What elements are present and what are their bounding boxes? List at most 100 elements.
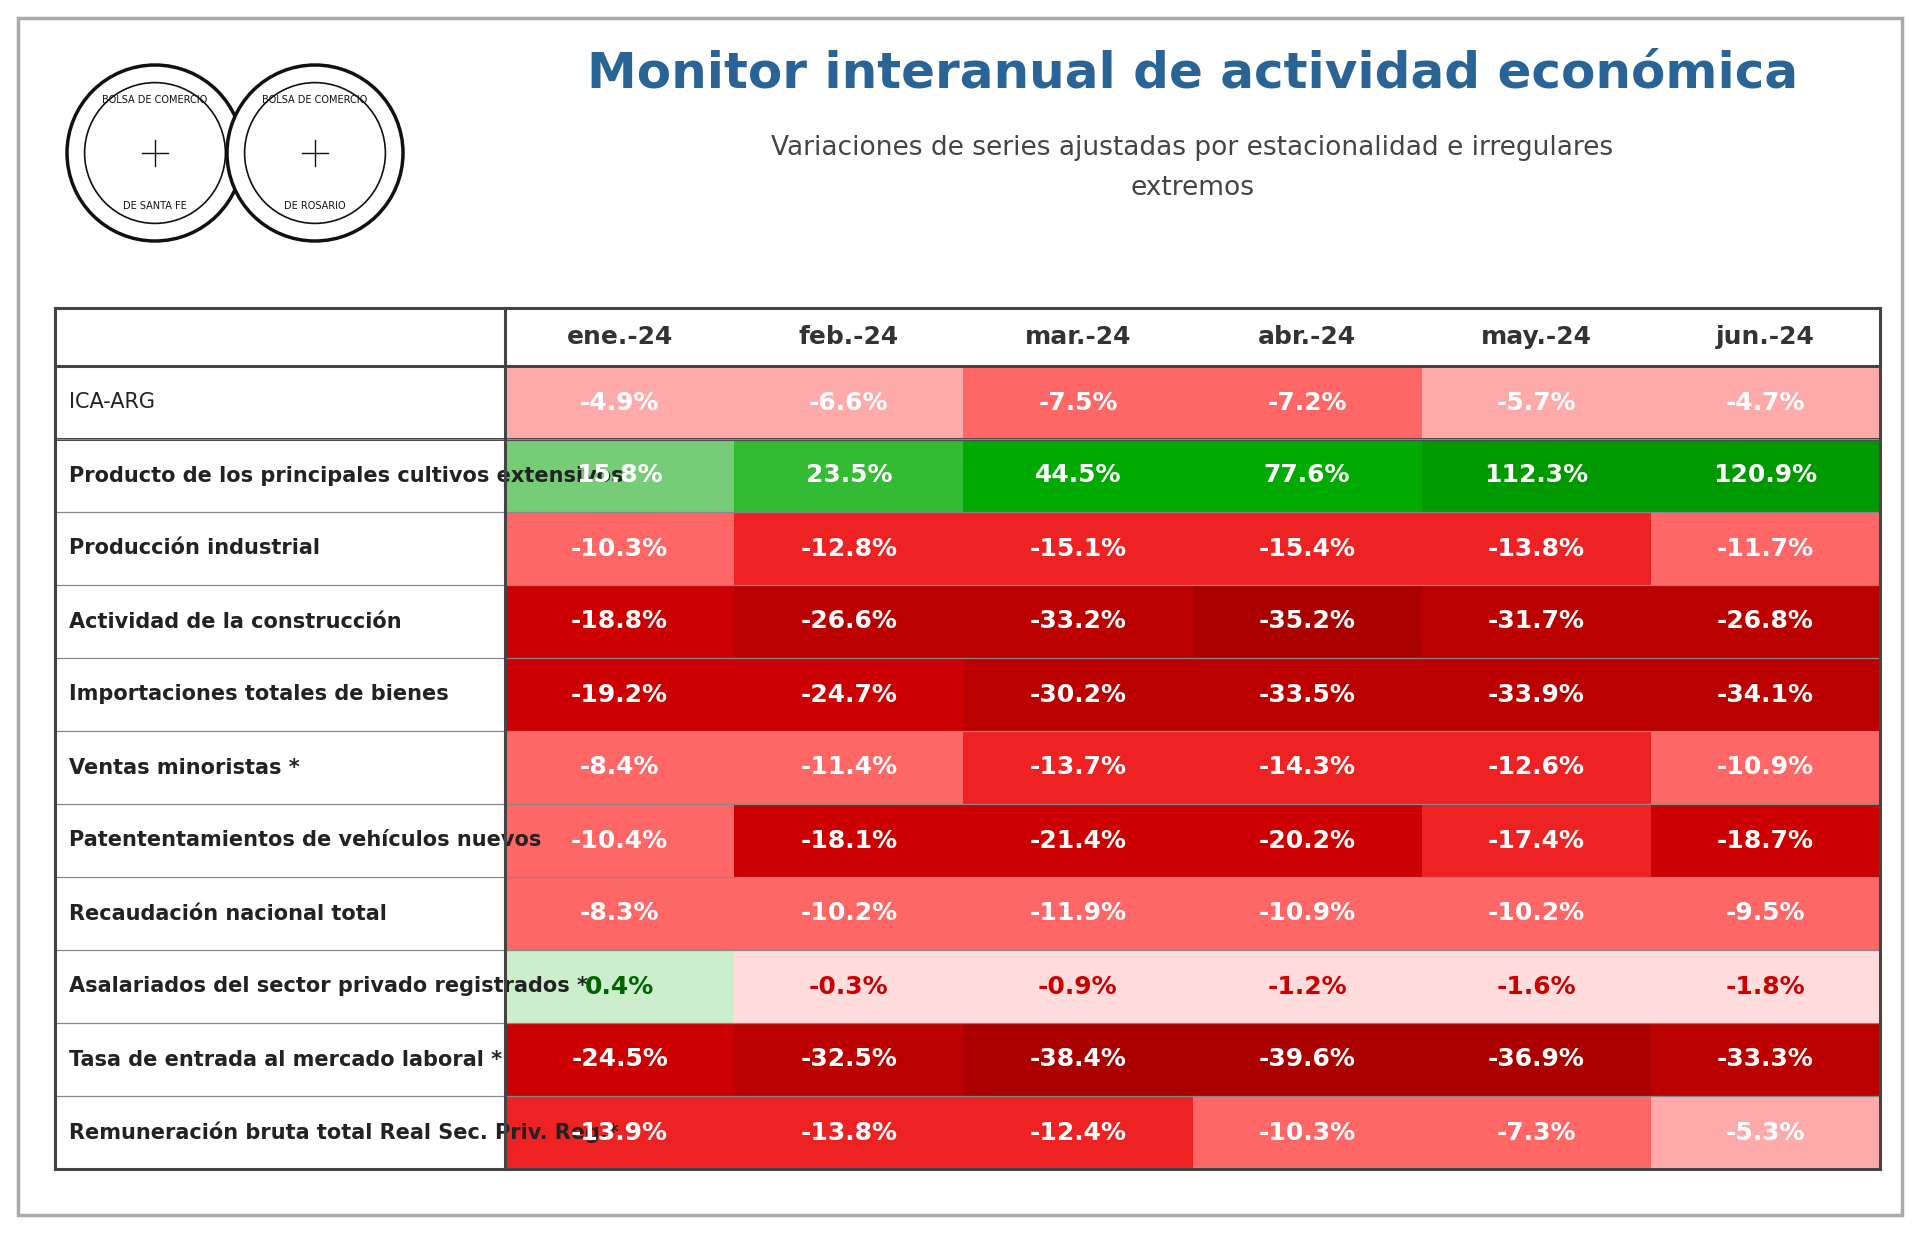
Circle shape: [244, 83, 386, 223]
Text: -12.6%: -12.6%: [1488, 756, 1584, 779]
Bar: [733, 949, 964, 1023]
Bar: [733, 1023, 964, 1096]
Bar: [964, 512, 1192, 584]
Bar: [505, 584, 733, 658]
Text: 0.4%: 0.4%: [586, 974, 655, 999]
Text: -21.4%: -21.4%: [1029, 829, 1127, 852]
Text: -24.7%: -24.7%: [801, 683, 897, 707]
Bar: [733, 1096, 964, 1169]
Text: 15.8%: 15.8%: [576, 464, 662, 487]
Text: -19.2%: -19.2%: [570, 683, 668, 707]
Bar: [1192, 877, 1421, 949]
Bar: [505, 877, 733, 949]
Bar: [1421, 512, 1651, 584]
Circle shape: [84, 83, 225, 223]
Bar: [964, 877, 1192, 949]
Text: -1.6%: -1.6%: [1496, 974, 1576, 999]
Text: Recaudación nacional total: Recaudación nacional total: [69, 904, 386, 924]
Bar: [1192, 1096, 1421, 1169]
Text: Producción industrial: Producción industrial: [69, 539, 321, 559]
Bar: [1192, 804, 1421, 877]
Text: -7.3%: -7.3%: [1496, 1121, 1576, 1144]
Bar: [1651, 731, 1880, 804]
Bar: [964, 1096, 1192, 1169]
Text: -4.9%: -4.9%: [580, 391, 659, 414]
Text: -1.8%: -1.8%: [1726, 974, 1805, 999]
Bar: [1421, 658, 1651, 731]
Text: 44.5%: 44.5%: [1035, 464, 1121, 487]
Text: -11.9%: -11.9%: [1029, 901, 1127, 926]
Bar: [56, 366, 505, 439]
Text: -5.7%: -5.7%: [1496, 391, 1576, 414]
Text: DE ROSARIO: DE ROSARIO: [284, 201, 346, 211]
Text: -26.6%: -26.6%: [801, 609, 897, 634]
Text: -39.6%: -39.6%: [1260, 1048, 1356, 1071]
Text: mar.-24: mar.-24: [1025, 326, 1131, 349]
Text: 120.9%: 120.9%: [1713, 464, 1818, 487]
Text: -15.4%: -15.4%: [1260, 536, 1356, 561]
Text: -9.5%: -9.5%: [1726, 901, 1805, 926]
Circle shape: [67, 65, 244, 240]
Bar: [964, 949, 1192, 1023]
Text: -34.1%: -34.1%: [1716, 683, 1814, 707]
Bar: [1192, 1023, 1421, 1096]
Bar: [505, 658, 733, 731]
Bar: [1421, 439, 1651, 512]
Text: ene.-24: ene.-24: [566, 326, 672, 349]
Bar: [56, 658, 505, 731]
Text: -15.1%: -15.1%: [1029, 536, 1127, 561]
Bar: [1421, 949, 1651, 1023]
Bar: [733, 804, 964, 877]
Bar: [56, 1096, 505, 1169]
Text: 23.5%: 23.5%: [806, 464, 893, 487]
Text: -32.5%: -32.5%: [801, 1048, 897, 1071]
Bar: [1192, 731, 1421, 804]
Text: -6.6%: -6.6%: [808, 391, 889, 414]
Bar: [505, 731, 733, 804]
Bar: [56, 731, 505, 804]
Bar: [56, 1023, 505, 1096]
Bar: [964, 1023, 1192, 1096]
Bar: [1192, 512, 1421, 584]
Bar: [1651, 949, 1880, 1023]
Text: -5.3%: -5.3%: [1726, 1121, 1805, 1144]
Text: BOLSA DE COMERCIO: BOLSA DE COMERCIO: [263, 95, 367, 105]
Bar: [1192, 439, 1421, 512]
Bar: [964, 584, 1192, 658]
Bar: [1421, 584, 1651, 658]
Text: Variaciones de series ajustadas por estacionalidad e irregulares: Variaciones de series ajustadas por esta…: [772, 134, 1613, 162]
Text: 77.6%: 77.6%: [1263, 464, 1350, 487]
Bar: [733, 512, 964, 584]
Bar: [505, 949, 733, 1023]
Bar: [733, 584, 964, 658]
Text: DE SANTA FE: DE SANTA FE: [123, 201, 186, 211]
Bar: [964, 439, 1192, 512]
Bar: [505, 439, 733, 512]
Bar: [56, 584, 505, 658]
Text: -26.8%: -26.8%: [1716, 609, 1814, 634]
Text: -10.4%: -10.4%: [570, 829, 668, 852]
Bar: [1651, 804, 1880, 877]
Text: -10.3%: -10.3%: [1258, 1121, 1356, 1144]
Bar: [1651, 1096, 1880, 1169]
Bar: [733, 658, 964, 731]
Text: abr.-24: abr.-24: [1258, 326, 1356, 349]
Text: -36.9%: -36.9%: [1488, 1048, 1584, 1071]
Text: -33.3%: -33.3%: [1716, 1048, 1814, 1071]
Text: -17.4%: -17.4%: [1488, 829, 1584, 852]
Bar: [1421, 366, 1651, 439]
Bar: [964, 366, 1192, 439]
Bar: [56, 804, 505, 877]
Text: -10.2%: -10.2%: [801, 901, 897, 926]
Text: extremos: extremos: [1131, 175, 1254, 201]
Bar: [56, 512, 505, 584]
Text: 112.3%: 112.3%: [1484, 464, 1588, 487]
Bar: [1192, 366, 1421, 439]
Text: feb.-24: feb.-24: [799, 326, 899, 349]
Text: -33.2%: -33.2%: [1029, 609, 1127, 634]
Bar: [1651, 1023, 1880, 1096]
Text: -24.5%: -24.5%: [570, 1048, 668, 1071]
Text: -0.9%: -0.9%: [1039, 974, 1117, 999]
Text: jun.-24: jun.-24: [1716, 326, 1814, 349]
Text: -12.4%: -12.4%: [1029, 1121, 1127, 1144]
